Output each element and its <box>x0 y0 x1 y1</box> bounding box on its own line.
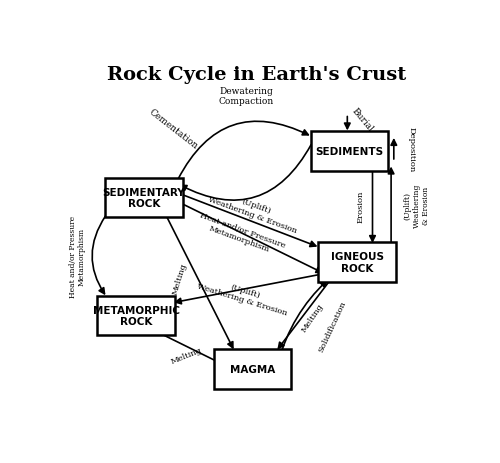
Text: SEDIMENTS: SEDIMENTS <box>315 147 384 157</box>
Text: IGNEOUS
ROCK: IGNEOUS ROCK <box>330 251 384 273</box>
Text: Rock Cycle in Earth's Crust: Rock Cycle in Earth's Crust <box>106 66 406 84</box>
Text: Cementation: Cementation <box>147 107 199 150</box>
FancyBboxPatch shape <box>98 296 175 335</box>
Text: SEDIMENTARY
ROCK: SEDIMENTARY ROCK <box>102 188 185 209</box>
FancyBboxPatch shape <box>214 350 291 389</box>
Text: Dewatering
Compaction: Dewatering Compaction <box>219 87 274 106</box>
Text: Heat and/or Pressure
Metamorphism: Heat and/or Pressure Metamorphism <box>68 215 86 297</box>
FancyBboxPatch shape <box>318 243 396 282</box>
Text: Burial: Burial <box>350 106 375 133</box>
Text: Heat and/or Pressure
Metamorphism: Heat and/or Pressure Metamorphism <box>196 211 286 258</box>
FancyBboxPatch shape <box>310 132 388 171</box>
Text: (Uplift)
Weathering & Erosion: (Uplift) Weathering & Erosion <box>196 273 292 317</box>
Text: METAMORPHIC
ROCK: METAMORPHIC ROCK <box>92 305 180 326</box>
FancyBboxPatch shape <box>105 179 182 218</box>
Text: Solidification: Solidification <box>316 300 347 353</box>
Text: Melting: Melting <box>170 346 203 366</box>
Text: Melting: Melting <box>300 302 325 333</box>
Text: Deposition: Deposition <box>407 126 415 172</box>
Text: (Uplift)
Weathering & Erosion: (Uplift) Weathering & Erosion <box>208 187 302 235</box>
Text: Erosion: Erosion <box>357 190 365 222</box>
Text: MAGMA: MAGMA <box>230 364 275 374</box>
Text: Melting: Melting <box>171 262 188 295</box>
Text: (Uplift)
Weathering
& Erosion: (Uplift) Weathering & Erosion <box>404 183 430 227</box>
